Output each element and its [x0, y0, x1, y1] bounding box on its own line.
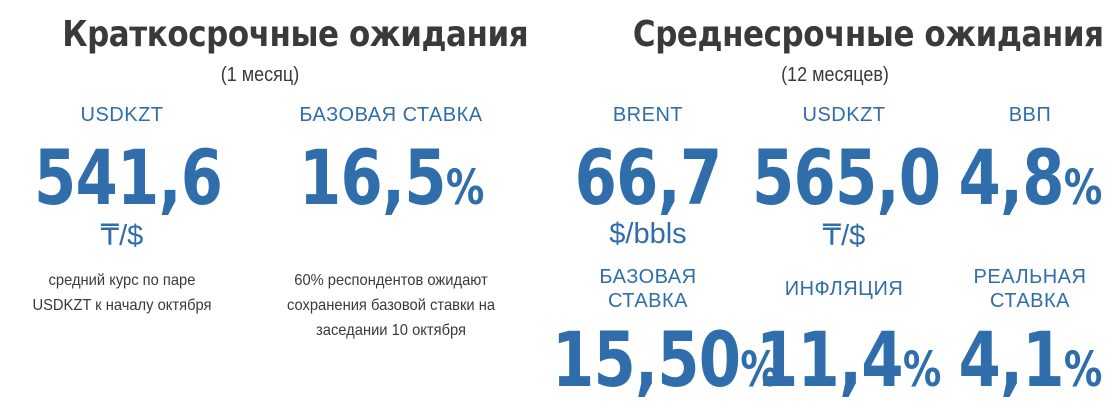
value-number: 16,5: [299, 133, 447, 222]
note-line: средний курс по паре: [48, 272, 196, 289]
value-number: 11,4: [756, 315, 904, 404]
medium-usdkzt-unit: ₸/$: [822, 220, 866, 252]
short-rate-note: 60% респондентов ожидают сохранения базо…: [267, 268, 515, 343]
gdp-label: ВВП: [1008, 104, 1052, 126]
short-term-subtitle: (1 месяц): [220, 64, 300, 86]
gdp-value: 4,8%: [958, 140, 1103, 226]
label-line: СТАВКА: [607, 290, 688, 312]
note-line: сохранения базовой ставки на: [286, 297, 496, 314]
medium-usdkzt-value: 565,0: [752, 133, 941, 222]
percent-sign: %: [1063, 342, 1102, 398]
short-rate-value: 16,5%: [299, 140, 484, 226]
medium-term-title: Среднесрочные ожидания: [632, 14, 1104, 55]
value-number: 4,1: [958, 315, 1065, 404]
percent-sign: %: [740, 342, 778, 398]
brent-value: 66,7: [574, 133, 723, 222]
label-line: БАЗОВАЯ: [599, 266, 697, 288]
brent-label: BRENT: [612, 104, 684, 126]
real-rate-value: 4,1%: [958, 322, 1103, 408]
short-usdkzt-note: средний курс по паре USDKZT к началу окт…: [21, 268, 223, 318]
percent-sign: %: [1063, 160, 1102, 216]
medium-rate-label: БАЗОВАЯ СТАВКА: [568, 265, 728, 313]
label-line: РЕАЛЬНАЯ: [973, 266, 1087, 288]
medium-usdkzt-label: USDKZT: [802, 104, 886, 126]
note-line: заседании 10 октября: [316, 322, 466, 339]
value-number: 15,50: [552, 315, 741, 404]
percent-sign: %: [902, 342, 941, 398]
short-term-title: Краткосрочные ожидания: [62, 14, 529, 55]
inflation-label: ИНФЛЯЦИЯ: [784, 278, 904, 300]
short-usdkzt-value: 541,6: [34, 133, 223, 222]
label-line: СТАВКА: [989, 290, 1070, 312]
percent-sign: %: [445, 160, 484, 216]
medium-rate-value: 15,50%: [552, 322, 779, 408]
note-line: USDKZT к началу октября: [32, 297, 212, 314]
inflation-value: 11,4%: [756, 322, 941, 408]
short-usdkzt-label: USDKZT: [80, 104, 164, 126]
brent-unit: $/bbls: [609, 218, 687, 250]
medium-term-subtitle: (12 месяцев): [781, 64, 889, 86]
value-number: 4,8: [958, 133, 1065, 222]
short-rate-label: БАЗОВАЯ СТАВКА: [299, 104, 483, 126]
short-usdkzt-unit: ₸/$: [100, 220, 144, 252]
note-line: 60% респондентов ожидают: [294, 272, 488, 289]
real-rate-label: РЕАЛЬНАЯ СТАВКА: [960, 265, 1100, 313]
